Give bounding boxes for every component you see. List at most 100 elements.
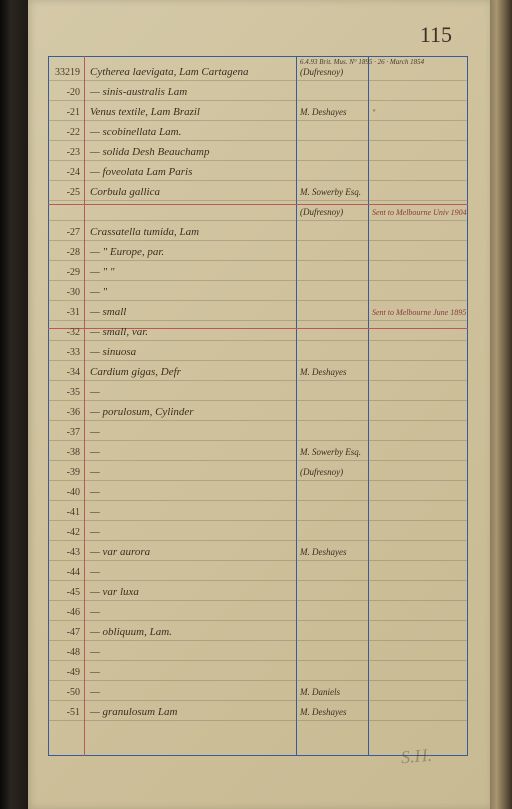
collector: M. Deshayes xyxy=(296,547,368,557)
specimen-number: -27 xyxy=(48,227,84,238)
species-name: — sinuosa xyxy=(84,346,296,358)
species-name: — xyxy=(84,646,296,658)
collector: M. Deshayes xyxy=(296,107,368,117)
species-name: Corbula gallica xyxy=(84,186,296,198)
specimen-number: -39 xyxy=(48,467,84,478)
table-row: -32— small, var. xyxy=(48,322,468,342)
table-row: -39—(Dufresnoy) xyxy=(48,462,468,482)
table-row: -36— porulosum, Cylinder xyxy=(48,402,468,422)
specimen-number: -41 xyxy=(48,507,84,518)
table-row: -30— " xyxy=(48,282,468,302)
species-name: — " xyxy=(84,286,296,298)
table-row: -23— solida Desh Beauchamp xyxy=(48,142,468,162)
table-row: -33— sinuosa xyxy=(48,342,468,362)
table-row: -20— sinis-australis Lam xyxy=(48,82,468,102)
species-name: — xyxy=(84,426,296,438)
table-row: -37— xyxy=(48,422,468,442)
species-name: Crassatella tumida, Lam xyxy=(84,226,296,238)
page-number: 115 xyxy=(420,22,452,48)
table-row: -22— scobinellata Lam. xyxy=(48,122,468,142)
table-row: -46— xyxy=(48,602,468,622)
species-name: — small xyxy=(84,306,296,318)
species-name: — foveolata Lam Paris xyxy=(84,166,296,178)
collector: (Dufresnoy) xyxy=(296,67,368,77)
specimen-number: -33 xyxy=(48,347,84,358)
species-name: — xyxy=(84,606,296,618)
species-name: Cardium gigas, Defr xyxy=(84,366,296,378)
table-row: -40— xyxy=(48,482,468,502)
collector: M. Sowerby Esq. xyxy=(296,187,368,197)
species-name: — " Europe, par. xyxy=(84,246,296,258)
table-row: -29— " " xyxy=(48,262,468,282)
specimen-number: -28 xyxy=(48,247,84,258)
species-name: — sinis-australis Lam xyxy=(84,86,296,98)
species-name: — xyxy=(84,386,296,398)
species-name: — xyxy=(84,666,296,678)
collector: M. Deshayes xyxy=(296,707,368,717)
table-row: -42— xyxy=(48,522,468,542)
species-name: — " " xyxy=(84,266,296,278)
specimen-number: -29 xyxy=(48,267,84,278)
table-row: -41— xyxy=(48,502,468,522)
collector: (Dufresnoy) xyxy=(296,207,368,217)
species-name: — xyxy=(84,566,296,578)
initials-stamp: S.H. xyxy=(400,745,433,769)
specimen-number: -22 xyxy=(48,127,84,138)
table-row: -35— xyxy=(48,382,468,402)
specimen-number: -31 xyxy=(48,307,84,318)
species-name: — small, var. xyxy=(84,326,296,338)
specimen-number: -48 xyxy=(48,647,84,658)
specimen-number: -47 xyxy=(48,627,84,638)
table-row: -47— obliquum, Lam. xyxy=(48,622,468,642)
specimen-number: -38 xyxy=(48,447,84,458)
ledger-table: 6.4.93 Brit. Mus. N° 1895 · 26 · March 1… xyxy=(48,56,468,756)
specimen-number: -44 xyxy=(48,567,84,578)
specimen-number: -20 xyxy=(48,87,84,98)
table-row: -43— var auroraM. Deshayes xyxy=(48,542,468,562)
table-row: -44— xyxy=(48,562,468,582)
specimen-number: -43 xyxy=(48,547,84,558)
table-row: -34Cardium gigas, DefrM. Deshayes xyxy=(48,362,468,382)
specimen-number: -42 xyxy=(48,527,84,538)
table-row: -45— var luxa xyxy=(48,582,468,602)
table-row: -48— xyxy=(48,642,468,662)
specimen-number: -32 xyxy=(48,327,84,338)
notes: Sent to Melbourne Univ 1904 xyxy=(368,208,468,217)
page-edge xyxy=(490,0,512,809)
specimen-number: -40 xyxy=(48,487,84,498)
table-row: -24— foveolata Lam Paris xyxy=(48,162,468,182)
specimen-number: -50 xyxy=(48,687,84,698)
notes: " xyxy=(368,108,468,117)
specimen-number: -21 xyxy=(48,107,84,118)
species-name: — solida Desh Beauchamp xyxy=(84,146,296,158)
specimen-number: -30 xyxy=(48,287,84,298)
species-name: — xyxy=(84,466,296,478)
collector: M. Deshayes xyxy=(296,367,368,377)
species-name: — xyxy=(84,686,296,698)
specimen-number: -23 xyxy=(48,147,84,158)
specimen-number: -35 xyxy=(48,387,84,398)
species-name: — porulosum, Cylinder xyxy=(84,406,296,418)
specimen-number: -24 xyxy=(48,167,84,178)
species-name: — xyxy=(84,526,296,538)
specimen-number: -51 xyxy=(48,707,84,718)
collector: M. Sowerby Esq. xyxy=(296,447,368,457)
table-row: -25Corbula gallicaM. Sowerby Esq. xyxy=(48,182,468,202)
species-name: — xyxy=(84,446,296,458)
table-row: -21Venus textile, Lam BrazilM. Deshayes" xyxy=(48,102,468,122)
species-name: — var luxa xyxy=(84,586,296,598)
table-row: -51— granulosum LamM. Deshayes xyxy=(48,702,468,722)
collector: M. Daniels xyxy=(296,687,368,697)
ledger-page: 115 6.4.93 Brit. Mus. N° 1895 · 26 · Mar… xyxy=(28,0,490,809)
specimen-number: -37 xyxy=(48,427,84,438)
species-name: — obliquum, Lam. xyxy=(84,626,296,638)
specimen-number: -34 xyxy=(48,367,84,378)
specimen-number: -36 xyxy=(48,407,84,418)
species-name: Venus textile, Lam Brazil xyxy=(84,106,296,118)
specimen-number: -25 xyxy=(48,187,84,198)
table-row: -28— " Europe, par. xyxy=(48,242,468,262)
specimen-number: -46 xyxy=(48,607,84,618)
book-spine xyxy=(0,0,28,809)
notes: Sent to Melbourne June 1895 1 spec xyxy=(368,308,468,317)
specimen-number: -49 xyxy=(48,667,84,678)
